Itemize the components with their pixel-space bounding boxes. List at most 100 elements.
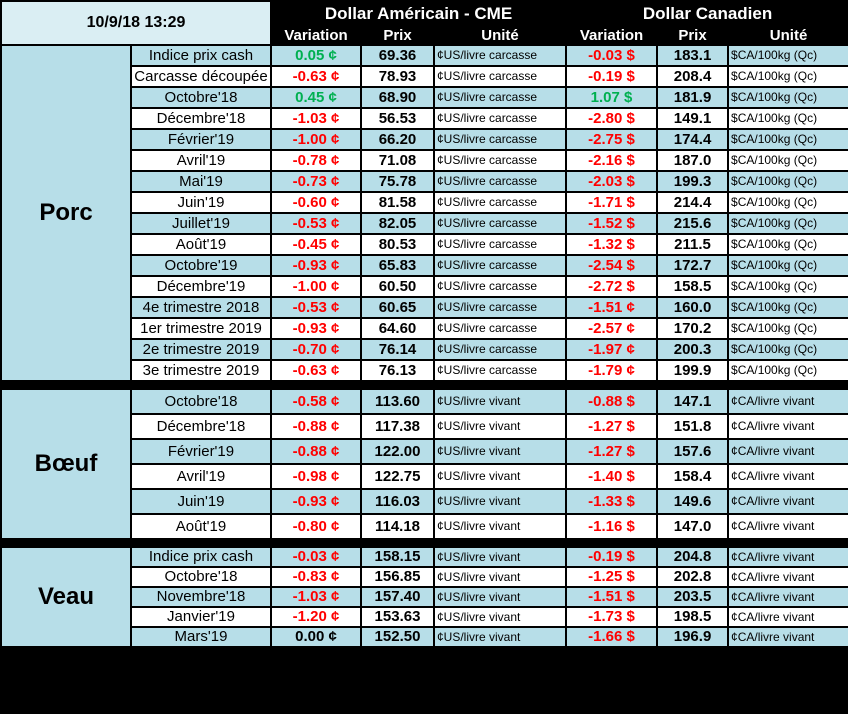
- ca-unit-label: $CA/100kg (Qc): [727, 338, 848, 361]
- contract-label: Mai'19: [130, 170, 272, 193]
- ca-unit-label: $CA/100kg (Qc): [727, 65, 848, 88]
- us-variation-value: -0.88 ¢: [270, 438, 362, 465]
- ca-unit-label: $CA/100kg (Qc): [727, 296, 848, 319]
- us-variation-value: -0.80 ¢: [270, 513, 362, 540]
- ca-variation-value: -1.71 $: [565, 191, 659, 214]
- us-unit-label: ¢US/livre carcasse: [432, 317, 568, 340]
- price-row: Avril'19 -0.98 ¢ 122.75 ¢US/livre vivant -1.…: [1, 463, 848, 490]
- us-price-value: 157.40: [360, 586, 435, 608]
- us-price-value: 60.50: [360, 275, 435, 298]
- us-price-value: 80.53: [360, 233, 435, 256]
- contract-label: 3e trimestre 2019: [130, 359, 272, 382]
- section-label-boeuf: Bœuf: [0, 388, 132, 540]
- us-price-value: 113.60: [360, 388, 435, 415]
- ca-price-value: 196.9: [656, 626, 730, 648]
- ca-price-value: 174.4: [656, 128, 730, 151]
- ca-price-value: 198.5: [656, 606, 730, 628]
- us-unit-label: ¢US/livre carcasse: [432, 338, 568, 361]
- ca-variation-value: -1.66 $: [565, 626, 659, 648]
- price-row: Février'19 -1.00 ¢ 66.20 ¢US/livre carcasse…: [1, 128, 848, 151]
- ca-unit-label: $CA/100kg (Qc): [727, 275, 848, 298]
- contract-label: Octobre'18: [130, 86, 272, 109]
- ca-dollar-group-header: Dollar Canadien: [565, 0, 848, 27]
- price-row: Août'19 -0.80 ¢ 114.18 ¢US/livre vivant -1.1…: [1, 513, 848, 540]
- contract-label: Octobre'18: [130, 388, 272, 415]
- price-table-body: Porc Indice prix cash 0.05 ¢ 69.36 ¢US/livre…: [0, 44, 848, 648]
- us-variation-value: -0.93 ¢: [270, 317, 362, 340]
- price-row: Veau Indice prix cash -0.03 ¢ 158.15 ¢US/liv…: [0, 546, 848, 648]
- us-unit-label: ¢US/livre vivant: [432, 438, 568, 465]
- us-unit-label: ¢US/livre vivant: [432, 388, 568, 415]
- ca-unit-label: $CA/100kg (Qc): [727, 149, 848, 172]
- table-header: 10/9/18 13:29 Dollar Américain - CME Dol…: [0, 0, 848, 46]
- us-variation-value: -0.53 ¢: [270, 296, 362, 319]
- contract-label: Avril'19: [130, 149, 272, 172]
- ca-price-value: 158.5: [656, 275, 730, 298]
- us-unit-label: ¢US/livre vivant: [432, 586, 568, 608]
- ca-variation-value: -0.03 $: [565, 44, 659, 67]
- ca-price-value: 160.0: [656, 296, 730, 319]
- section-spacer-band: [0, 538, 848, 548]
- ca-price-value: 170.2: [656, 317, 730, 340]
- price-row: Janvier'19 -1.20 ¢ 153.63 ¢US/livre vivant -…: [1, 606, 848, 628]
- contract-label: 4e trimestre 2018: [130, 296, 272, 319]
- ca-variation-value: -1.33 $: [565, 488, 659, 515]
- ca-variation-value: -1.27 $: [565, 438, 659, 465]
- ca-unite-col-header: Unité: [727, 25, 848, 46]
- us-unit-label: ¢US/livre vivant: [432, 413, 568, 440]
- price-row: Carcasse découpée -0.63 ¢ 78.93 ¢US/livre c…: [1, 65, 848, 88]
- contract-label: Août'19: [130, 233, 272, 256]
- ca-price-value: 149.1: [656, 107, 730, 130]
- ca-price-value: 181.9: [656, 86, 730, 109]
- ca-variation-value: -2.57 ¢: [565, 317, 659, 340]
- price-row: 1er trimestre 2019 -0.93 ¢ 64.60 ¢US/livre …: [1, 317, 848, 340]
- us-price-value: 68.90: [360, 86, 435, 109]
- ca-unit-label: ¢CA/livre vivant: [727, 586, 848, 608]
- price-row: Juin'19 -0.93 ¢ 116.03 ¢US/livre vivant -1.3…: [1, 488, 848, 515]
- ca-price-value: 204.8: [656, 546, 730, 568]
- us-unit-label: ¢US/livre vivant: [432, 626, 568, 648]
- contract-label: Juillet'19: [130, 212, 272, 235]
- us-unit-label: ¢US/livre vivant: [432, 463, 568, 490]
- us-variation-value: -0.83 ¢: [270, 566, 362, 588]
- contract-label: Juin'19: [130, 191, 272, 214]
- us-price-value: 122.00: [360, 438, 435, 465]
- ca-variation-value: -0.88 $: [565, 388, 659, 415]
- price-row: 4e trimestre 2018 -0.53 ¢ 60.65 ¢US/livre c…: [1, 296, 848, 319]
- contract-label: Avril'19: [130, 463, 272, 490]
- us-unit-label: ¢US/livre carcasse: [432, 170, 568, 193]
- us-price-value: 156.85: [360, 566, 435, 588]
- us-unit-label: ¢US/livre carcasse: [432, 212, 568, 235]
- ca-price-value: 203.5: [656, 586, 730, 608]
- contract-label: Novembre'18: [130, 586, 272, 608]
- contract-label: 2e trimestre 2019: [130, 338, 272, 361]
- price-row: Octobre'19 -0.93 ¢ 65.83 ¢US/livre carcasse…: [1, 254, 848, 277]
- us-variation-value: -0.63 ¢: [270, 65, 362, 88]
- us-variation-value: -0.88 ¢: [270, 413, 362, 440]
- ca-price-value: 149.6: [656, 488, 730, 515]
- ca-unit-label: ¢CA/livre vivant: [727, 388, 848, 415]
- ca-variation-value: -1.97 ¢: [565, 338, 659, 361]
- ca-variation-value: -2.80 $: [565, 107, 659, 130]
- price-row: Août'19 -0.45 ¢ 80.53 ¢US/livre carcasse -1.…: [1, 233, 848, 256]
- us-unit-label: ¢US/livre vivant: [432, 566, 568, 588]
- ca-price-value: 147.0: [656, 513, 730, 540]
- price-row: 3e trimestre 2019 -0.63 ¢ 76.13 ¢US/livre c…: [1, 359, 848, 382]
- us-price-value: 81.58: [360, 191, 435, 214]
- contract-label: Indice prix cash: [130, 546, 272, 568]
- us-variation-value: -0.60 ¢: [270, 191, 362, 214]
- price-row: Juin'19 -0.60 ¢ 81.58 ¢US/livre carcasse -1.…: [1, 191, 848, 214]
- ca-unit-label: ¢CA/livre vivant: [727, 463, 848, 490]
- us-variation-value: 0.00 ¢: [270, 626, 362, 648]
- ca-price-value: 151.8: [656, 413, 730, 440]
- us-unite-col-header: Unité: [432, 25, 568, 46]
- ca-variation-value: -2.75 $: [565, 128, 659, 151]
- us-variation-value: -0.93 ¢: [270, 488, 362, 515]
- ca-variation-value: 1.07 $: [565, 86, 659, 109]
- ca-variation-value: -1.27 $: [565, 413, 659, 440]
- ca-unit-label: $CA/100kg (Qc): [727, 191, 848, 214]
- contract-label: Février'19: [130, 438, 272, 465]
- ca-unit-label: $CA/100kg (Qc): [727, 317, 848, 340]
- us-unit-label: ¢US/livre vivant: [432, 513, 568, 540]
